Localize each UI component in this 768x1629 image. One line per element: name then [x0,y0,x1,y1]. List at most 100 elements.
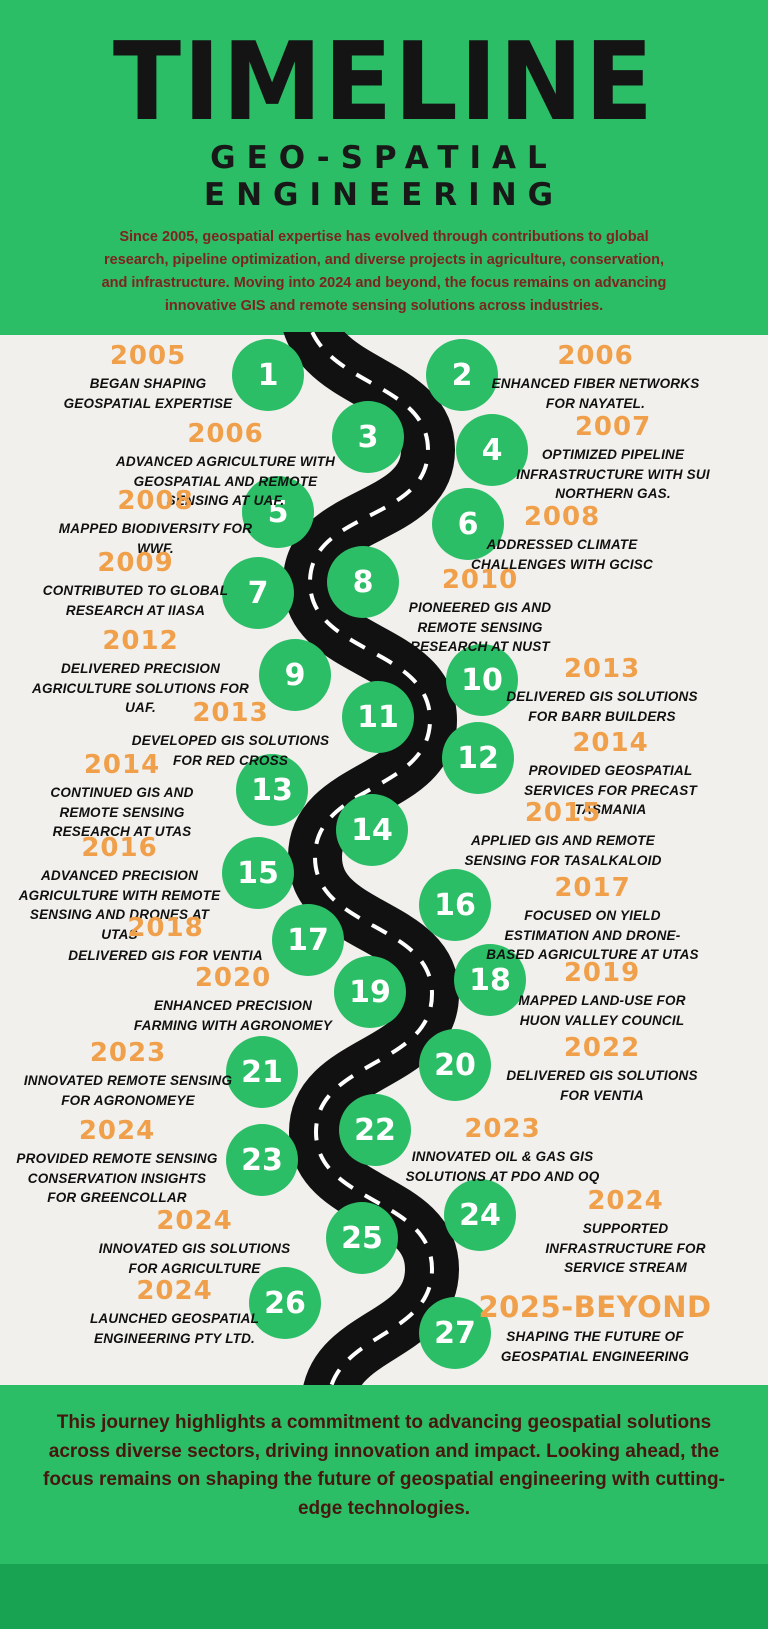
node-number: 11 [357,699,399,735]
node-number: 14 [351,812,393,848]
timeline-entry: 2007 OPTIMIZED PIPELINE INFRASTRUCTURE W… [508,412,718,504]
entry-year: 2005 [109,341,187,371]
node-number: 26 [264,1285,306,1321]
timeline-node: 17 [272,904,344,976]
entry-description: MAPPED LAND-USE FOR HUON VALLEY COUNCIL [518,993,686,1028]
node-number: 22 [354,1112,396,1148]
timeline-node: 13 [236,754,308,826]
timeline-node: 9 [259,639,331,711]
entry-year: 2008 [523,502,601,532]
entry-year: 2025-BEYOND [478,1290,712,1324]
entry-year: 2009 [97,548,174,578]
entry-year: 2008 [117,486,194,516]
timeline-entry: 2019 MAPPED LAND-USE FOR HUON VALLEY COU… [502,958,702,1030]
entry-description: DELIVERED GIS FOR VENTIA [68,948,263,963]
timeline-entry: 2013 DEVELOPED GIS SOLUTIONS FOR RED CRO… [128,698,333,770]
entry-year: 2012 [102,626,179,656]
timeline-entry: 2023 INNOVATED REMOTE SENSING FOR AGRONO… [18,1038,238,1110]
timeline-entry: 2009 CONTRIBUTED TO GLOBAL RESEARCH AT I… [38,548,233,620]
timeline-node: 1 [232,339,304,411]
entry-description: INNOVATED GIS SOLUTIONS FOR AGRICULTURE [98,1241,291,1276]
entry-year: 2007 [574,412,652,442]
timeline-entry: 2005 BEGAN SHAPING GEOSPATIAL EXPERTISE [48,341,248,413]
entry-description: LAUNCHED GEOSPATIAL ENGINEERING PTY LTD. [89,1311,260,1346]
timeline-node: 11 [342,681,414,753]
footer-paragraph: This journey highlights a commitment to … [43,1412,725,1519]
timeline-node: 27 [419,1297,491,1369]
entry-description: CONTRIBUTED TO GLOBAL RESEARCH AT IIASA [42,583,229,618]
timeline-node: 2 [426,339,498,411]
entry-year: 2013 [563,654,641,684]
entry-description: DELIVERED GIS SOLUTIONS FOR BARR BUILDER… [506,689,698,724]
entry-year: 2017 [554,873,631,903]
timeline-entry: 2024 SUPPORTED INFRASTRUCTURE FOR SERVIC… [518,1186,733,1278]
entry-year: 2024 [587,1186,664,1216]
entry-description: CONTINUED GIS AND REMOTE SENSING RESEARC… [50,785,194,840]
timeline-node: 22 [339,1094,411,1166]
timeline-node: 26 [249,1267,321,1339]
node-number: 9 [284,657,306,693]
timeline-node: 16 [419,869,491,941]
timeline-entry: 2017 FOCUSED ON YIELD ESTIMATION AND DRO… [485,873,700,965]
timeline-node: 8 [327,546,399,618]
entry-description: DELIVERED PRECISION AGRICULTURE SOLUTION… [32,661,249,716]
header-banner: TIMELINE GEO-SPATIAL ENGINEERING Since 2… [0,0,768,335]
timeline-entry: 2018 DELIVERED GIS FOR VENTIA [68,913,263,966]
entry-year: 2022 [563,1033,641,1063]
timeline-node: 15 [222,837,294,909]
entry-description: DEVELOPED GIS SOLUTIONS FOR RED CROSS [131,733,330,768]
timeline-node: 12 [442,722,514,794]
entry-year: 2024 [78,1116,156,1146]
node-number: 16 [434,887,476,923]
node-number: 4 [481,432,503,468]
node-number: 12 [457,740,499,776]
timeline-node: 24 [444,1179,516,1251]
timeline-node: 25 [326,1202,398,1274]
node-number: 3 [357,419,379,455]
entry-description: SUPPORTED INFRASTRUCTURE FOR SERVICE STR… [545,1221,706,1276]
entry-description: PROVIDED REMOTE SENSING CONSERVATION INS… [16,1151,218,1206]
entry-description: PROVIDED GEOSPATIAL SERVICES FOR PRECAST… [524,763,697,818]
timeline-entry: 2024 PROVIDED REMOTE SENSING CONSERVATIO… [12,1116,222,1208]
entry-description: SHAPING THE FUTURE OF GEOSPATIAL ENGINEE… [500,1329,690,1364]
timeline-node: 6 [432,488,504,560]
timeline-node: 5 [242,476,314,548]
node-number: 15 [237,855,279,891]
entry-year: 2024 [156,1206,233,1236]
node-number: 1 [257,357,279,393]
entry-description: ADVANCED PRECISION AGRICULTURE WITH REMO… [18,868,221,942]
node-number: 25 [341,1220,383,1256]
entry-year: 2019 [563,958,641,988]
timeline-entry: 2010 PIONEERED GIS AND REMOTE SENSING RE… [385,565,575,657]
timeline-node: 19 [334,956,406,1028]
entry-description: APPLIED GIS AND REMOTE SENSING FOR TASAL… [464,833,662,868]
entry-year: 2020 [194,963,272,993]
entry-description: FOCUSED ON YIELD ESTIMATION AND DRONE-BA… [486,908,699,963]
timeline-entry: 2024 LAUNCHED GEOSPATIAL ENGINEERING PTY… [72,1276,277,1348]
footer-strip [0,1564,768,1629]
entry-year: 2016 [81,833,158,863]
timeline-entry: 2006 ADVANCED AGRICULTURE WITH GEOSPATIA… [108,419,343,511]
timeline-node: 23 [226,1124,298,1196]
timeline-entry: 2016 ADVANCED PRECISION AGRICULTURE WITH… [12,833,227,944]
entry-year: 2015 [524,798,602,828]
timeline-entry: 2008 ADDRESSED CLIMATE CHALLENGES WITH G… [462,502,662,574]
node-number: 20 [434,1047,476,1083]
node-number: 23 [241,1142,283,1178]
entry-description: ADVANCED AGRICULTURE WITH GEOSPATIAL AND… [115,454,336,509]
timeline-entry: 2012 DELIVERED PRECISION AGRICULTURE SOL… [28,626,253,718]
node-number: 6 [457,506,479,542]
timeline-entry: 2024 INNOVATED GIS SOLUTIONS FOR AGRICUL… [92,1206,297,1278]
node-number: 27 [434,1315,476,1351]
node-number: 8 [352,564,374,600]
entry-description: DELIVERED GIS SOLUTIONS FOR VENTIA [506,1068,698,1103]
node-number: 7 [247,575,269,611]
road-graphic [282,332,460,1402]
timeline-node: 20 [419,1029,491,1101]
entry-description: ENHANCED PRECISION FARMING WITH AGRONOME… [133,998,333,1033]
entry-year: 2006 [187,419,264,449]
node-number: 19 [349,974,391,1010]
node-number: 13 [251,772,293,808]
entry-year: 2010 [441,565,519,595]
entry-year: 2018 [127,913,204,943]
